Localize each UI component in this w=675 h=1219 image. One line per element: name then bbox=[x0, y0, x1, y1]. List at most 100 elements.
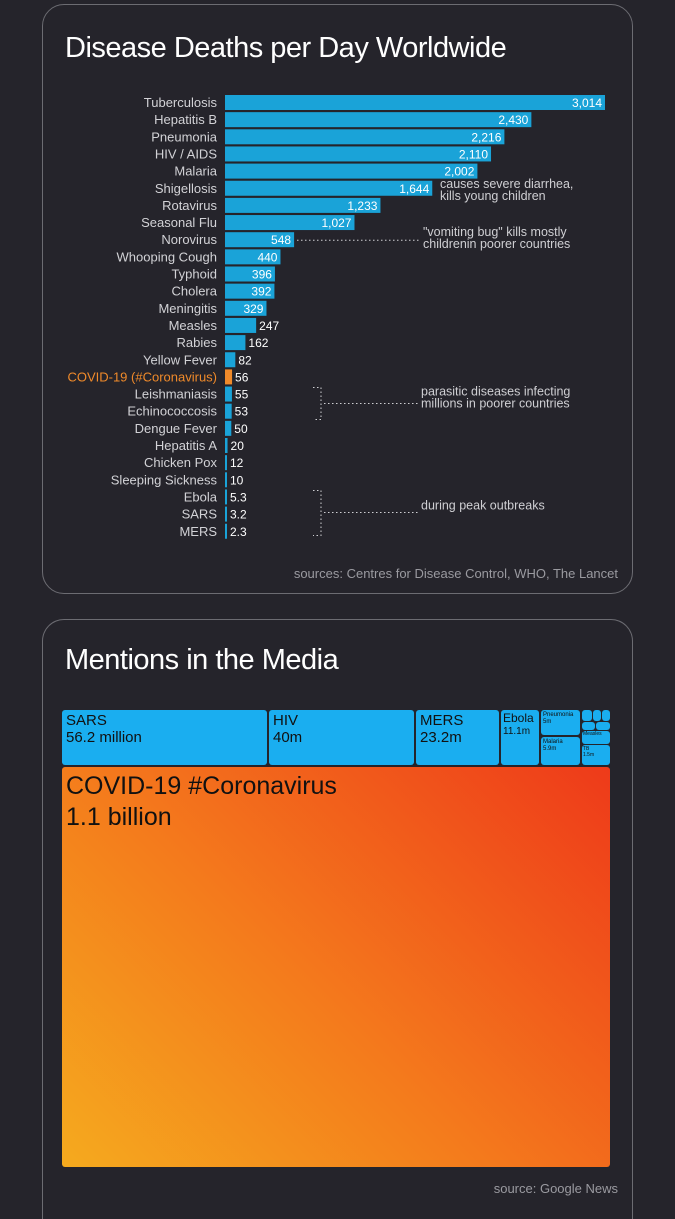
bar-value-rotavirus: 1,233 bbox=[347, 199, 377, 213]
bar-label-dengue-fever: Dengue Fever bbox=[135, 421, 218, 436]
treemap-cell-small-c bbox=[602, 710, 610, 721]
bar-measles bbox=[225, 317, 257, 333]
bar-label-seasonal-flu: Seasonal Flu bbox=[141, 215, 217, 230]
treemap-cell-small-a bbox=[582, 710, 592, 721]
annotation-0-line-0: causes severe diarrhea, bbox=[440, 177, 573, 191]
treemap-cell-covid: COVID-19 #Coronavirus 1.1 billion bbox=[62, 767, 610, 1167]
annotation-2-line-0: parasitic diseases infecting bbox=[421, 385, 570, 399]
bar-value-echinococcosis: 53 bbox=[235, 405, 249, 419]
malaria-name: Malaria bbox=[543, 739, 563, 745]
mers-name: MERS bbox=[420, 712, 464, 729]
bar-sars bbox=[225, 506, 227, 522]
bar-value-hiv-aids: 2,110 bbox=[459, 147, 488, 161]
bar-value-chicken-pox: 12 bbox=[230, 456, 244, 470]
bar-value-sleeping-sickness: 10 bbox=[230, 473, 244, 487]
bar-label-hepatitis-b: Hepatitis B bbox=[154, 112, 217, 127]
bar-sleeping-sickness bbox=[225, 472, 227, 488]
bar-value-hepatitis-a: 20 bbox=[231, 439, 245, 453]
bar-label-echinococcosis: Echinococcosis bbox=[127, 404, 217, 419]
bar-label-typhoid: Typhoid bbox=[171, 267, 217, 282]
media-chart-title: Mentions in the Media bbox=[65, 644, 339, 676]
treemap-cell-mers: MERS 23.2m bbox=[416, 710, 499, 765]
media-source: source: Google News bbox=[493, 1181, 618, 1196]
bar-value-ebola: 5.3 bbox=[230, 490, 247, 504]
bar-label-cholera: Cholera bbox=[171, 284, 217, 299]
bar-dengue-fever bbox=[225, 420, 232, 436]
annotation-bracket-outbreaks bbox=[313, 489, 322, 536]
bar-label-rotavirus: Rotavirus bbox=[162, 198, 217, 213]
bar-value-rabies: 162 bbox=[248, 336, 268, 350]
bar-value-leishmaniasis: 55 bbox=[235, 388, 249, 402]
deaths-panel: Disease Deaths per Day Worldwide sources… bbox=[42, 4, 633, 594]
bar-value-dengue-fever: 50 bbox=[234, 422, 248, 436]
bar-value-sars: 3.2 bbox=[230, 508, 247, 522]
bar-rotavirus bbox=[225, 197, 381, 213]
malaria-value: 5.9m bbox=[543, 745, 557, 752]
deaths-source: sources: Centres for Disease Control, WH… bbox=[293, 566, 618, 581]
bar-value-typhoid: 396 bbox=[252, 268, 272, 282]
treemap-cell-malaria: Malaria 5.9m bbox=[541, 737, 580, 765]
bar-label-covid-19-coronavirus: COVID-19 (#Coronavirus) bbox=[67, 369, 217, 384]
bar-label-measles: Measles bbox=[169, 318, 218, 333]
bar-tuberculosis bbox=[225, 95, 605, 110]
pneumonia-value: 5m bbox=[543, 718, 552, 725]
bar-value-malaria: 2,002 bbox=[444, 165, 474, 179]
tb-name: TB bbox=[583, 746, 590, 752]
bar-label-yellow-fever: Yellow Fever bbox=[143, 352, 218, 367]
bar-value-hepatitis-b: 2,430 bbox=[498, 113, 528, 127]
bar-label-ebola: Ebola bbox=[184, 489, 218, 504]
bar-hiv-aids bbox=[225, 146, 492, 162]
bar-value-seasonal-flu: 1,027 bbox=[321, 216, 351, 230]
treemap-cell-small-b bbox=[593, 710, 601, 721]
measles-name: Measles bbox=[583, 731, 602, 737]
bar-shigellosis bbox=[225, 180, 433, 196]
bar-label-pneumonia: Pneumonia bbox=[151, 129, 218, 144]
annotation-bracket-parasitic bbox=[313, 387, 322, 421]
deaths-bar-chart: Tuberculosis 3,014 Hepatitis B 2,430 Pneumon… bbox=[67, 95, 605, 539]
treemap-cell-hiv: HIV 40m bbox=[269, 710, 414, 765]
bar-chicken-pox bbox=[225, 455, 227, 471]
bar-yellow-fever bbox=[225, 352, 236, 368]
treemap-cell-small-d bbox=[582, 722, 595, 730]
mers-value: 23.2m bbox=[420, 729, 462, 747]
bar-value-covid-19-coronavirus: 56 bbox=[235, 370, 249, 384]
covid-value: 1.1 billion bbox=[66, 803, 172, 832]
bar-label-chicken-pox: Chicken Pox bbox=[144, 455, 217, 470]
annotation-0-line-1: kills young children bbox=[440, 189, 546, 203]
bar-label-meningitis: Meningitis bbox=[158, 301, 217, 316]
sars-name: SARS bbox=[66, 712, 107, 729]
bar-norovirus bbox=[225, 232, 295, 248]
bar-leishmaniasis bbox=[225, 386, 232, 402]
bar-meningitis bbox=[225, 300, 267, 316]
bar-value-meningitis: 329 bbox=[243, 302, 263, 316]
bar-label-norovirus: Norovirus bbox=[161, 232, 217, 247]
bar-label-shigellosis: Shigellosis bbox=[155, 181, 218, 196]
bar-echinococcosis bbox=[225, 403, 232, 419]
bar-rabies bbox=[225, 335, 246, 351]
bar-covid-19-coronavirus bbox=[225, 369, 233, 385]
treemap-cell-measles: Measles bbox=[582, 731, 610, 744]
bar-typhoid bbox=[225, 266, 275, 282]
treemap-cell-tb: TB 1.5m bbox=[582, 745, 610, 765]
bar-value-mers: 2.3 bbox=[230, 525, 247, 539]
ebola-value: 11.1m bbox=[503, 725, 531, 737]
annotation-1-line-0: "vomiting bug" kills mostly bbox=[423, 225, 567, 239]
covid-name: COVID-19 #Coronavirus bbox=[66, 772, 337, 800]
bar-label-whooping-cough: Whooping Cough bbox=[117, 249, 217, 264]
treemap-cell-small-e bbox=[596, 722, 610, 730]
bar-label-malaria: Malaria bbox=[174, 164, 217, 179]
ebola-name: Ebola bbox=[503, 711, 534, 725]
bar-value-norovirus: 548 bbox=[271, 233, 291, 247]
treemap-cell-pneumonia: Pneumonia 5m bbox=[541, 710, 580, 735]
bar-label-sleeping-sickness: Sleeping Sickness bbox=[111, 472, 218, 487]
bar-label-tuberculosis: Tuberculosis bbox=[144, 95, 218, 110]
bar-hepatitis-a bbox=[225, 438, 228, 453]
bar-label-hiv-aids: HIV / AIDS bbox=[155, 146, 217, 161]
bar-value-whooping-cough: 440 bbox=[257, 250, 277, 264]
treemap-cell-sars: SARS 56.2 million bbox=[62, 710, 267, 765]
bar-label-mers: MERS bbox=[179, 524, 217, 539]
tb-value: 1.5m bbox=[583, 751, 595, 758]
annotation-3-line-0: during peak outbreaks bbox=[421, 498, 545, 512]
bar-ebola bbox=[225, 489, 227, 505]
treemap-cell-ebola: Ebola 11.1m bbox=[501, 710, 539, 765]
